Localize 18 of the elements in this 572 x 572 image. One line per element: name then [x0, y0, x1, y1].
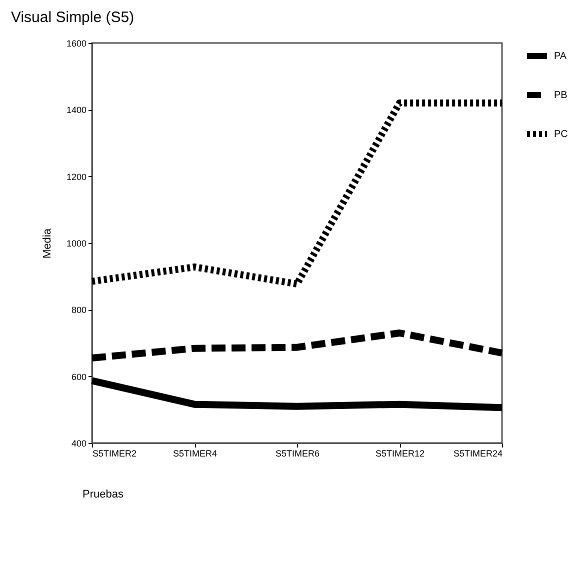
y-tick-label: 1200 — [66, 172, 86, 182]
x-tick-label: S5TIMER6 — [275, 448, 320, 458]
legend-label: PA — [554, 51, 567, 62]
chart-title: Visual Simple (S5) — [10, 9, 134, 26]
legend-label: PC — [554, 129, 568, 140]
legend-label: PB — [554, 90, 568, 101]
x-tick-label: S5TIMER24 — [453, 448, 502, 458]
x-tick-label: S5TIMER4 — [172, 448, 218, 458]
x-axis-title: Pruebas — [82, 488, 124, 500]
y-tick-label: 800 — [71, 305, 86, 316]
y-tick-label: 1600 — [66, 38, 86, 48]
y-tick-label: 400 — [71, 438, 86, 448]
x-tick-label: S5TIMER2 — [92, 448, 137, 458]
y-tick-label: 1000 — [66, 238, 86, 248]
y-axis-title: Media — [41, 228, 54, 258]
y-tick-label: 1400 — [66, 105, 86, 116]
x-tick-label: S5TIMER12 — [375, 448, 425, 458]
y-tick-label: 600 — [71, 372, 86, 382]
